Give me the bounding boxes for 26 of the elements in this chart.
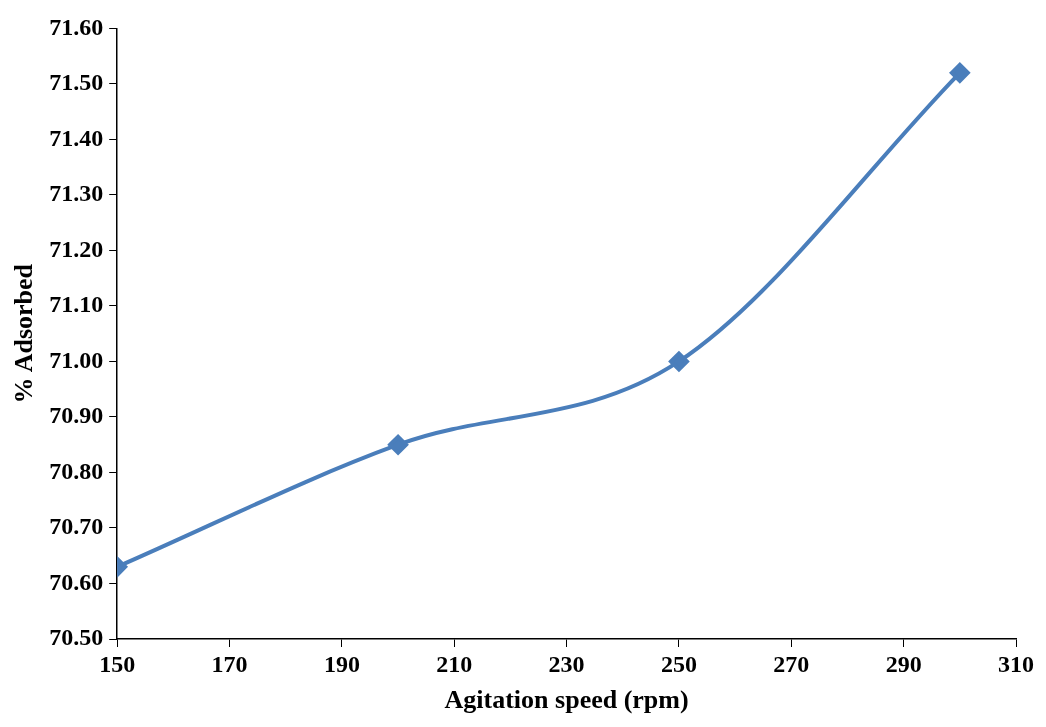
y-tick-label: 70.50 xyxy=(49,624,104,651)
y-tick-label: 71.30 xyxy=(49,180,104,207)
x-axis-title: Agitation speed (rpm) xyxy=(444,685,689,715)
x-tick-label: 170 xyxy=(211,650,248,677)
y-tick-label: 71.50 xyxy=(49,69,104,96)
x-tick-label: 250 xyxy=(660,650,697,677)
x-tick-label: 270 xyxy=(773,650,810,677)
x-tick-label: 310 xyxy=(998,650,1034,677)
y-axis-title: % Adsorbed xyxy=(9,263,39,404)
y-tick-label: 71.00 xyxy=(49,346,104,373)
y-tick-label: 71.20 xyxy=(49,235,104,262)
y-tick-label: 71.60 xyxy=(49,13,104,40)
x-tick-label: 210 xyxy=(436,650,473,677)
point xyxy=(949,62,970,83)
point xyxy=(668,351,689,372)
point xyxy=(388,434,409,455)
x-tick-label: 290 xyxy=(885,650,922,677)
x-tick-label: 190 xyxy=(323,650,360,677)
x-tick-label: 150 xyxy=(99,650,136,677)
y-tick-label: 70.80 xyxy=(49,457,104,484)
y-tick-label: 70.60 xyxy=(49,568,104,595)
y-tick-label: 71.40 xyxy=(49,124,104,151)
y-tick-label: 71.10 xyxy=(49,291,104,318)
x-tick-label: 230 xyxy=(548,650,585,677)
y-tick-label: 70.90 xyxy=(49,402,104,429)
y-tick-label: 70.70 xyxy=(49,513,104,540)
